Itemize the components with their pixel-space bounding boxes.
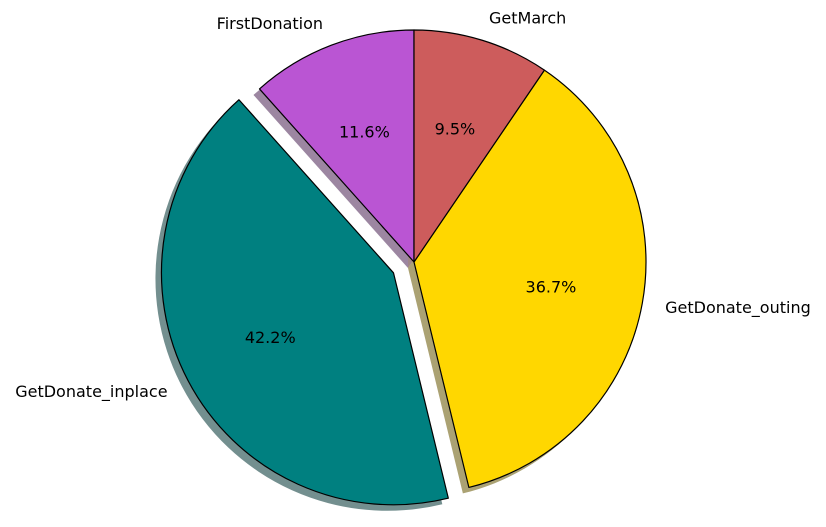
slice-label-getdonate-inplace: GetDonate_inplace [15, 382, 167, 402]
pct-label-getmarch: 9.5% [435, 119, 476, 138]
pct-label-firstdonation: 11.6% [339, 122, 390, 141]
slice-label-getmarch: GetMarch [489, 9, 566, 28]
slice-label-firstdonation: FirstDonation [217, 14, 323, 33]
slice-getmarch [413, 29, 546, 263]
pct-label-getdonate-outing: 36.7% [526, 277, 577, 296]
slice-firstdonation [258, 29, 415, 263]
label-layer: 11.6% FirstDonation 42.2% GetDonate_inplace… [15, 9, 811, 402]
slice-label-getdonate-outing: GetDonate_outing [665, 298, 811, 318]
slice-getdonate-outing [413, 69, 647, 489]
slice-layer [160, 29, 647, 506]
slice-getdonate-inplace [160, 99, 449, 506]
pct-label-getdonate-inplace: 42.2% [245, 328, 296, 347]
